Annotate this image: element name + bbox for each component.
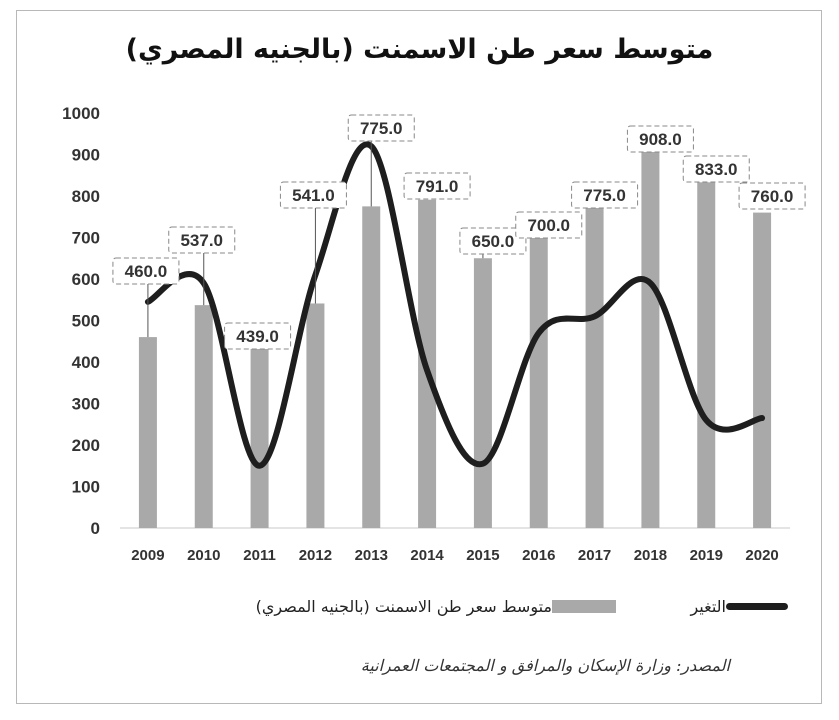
legend-swatch-line: [726, 603, 788, 610]
data-label: 537.0: [180, 231, 223, 250]
y-tick-label: 800: [72, 187, 100, 206]
y-tick-label: 1000: [62, 104, 100, 123]
data-label: 775.0: [360, 119, 403, 138]
bar-2011: [250, 345, 269, 528]
bar-2019: [697, 182, 716, 528]
data-label-box: [403, 172, 471, 200]
data-label-box: [112, 257, 180, 285]
bar-2012: [306, 303, 325, 528]
legend-label-bars: متوسط سعر طن الاسمنت (بالجنيه المصري): [255, 597, 552, 616]
data-label: 760.0: [751, 187, 794, 206]
x-tick-label: 2017: [578, 547, 611, 564]
legend-swatch-bars: [552, 600, 616, 613]
series-line-change: [144, 141, 766, 469]
x-tick-label: 2020: [745, 547, 778, 564]
y-tick-label: 700: [72, 229, 100, 248]
y-tick-label: 0: [91, 519, 100, 538]
data-label: 908.0: [639, 130, 682, 149]
bar-2010: [194, 305, 213, 528]
data-label: 833.0: [695, 160, 738, 179]
x-tick-label: 2014: [410, 547, 444, 564]
bar-2013: [362, 206, 381, 528]
x-tick-label: 2016: [522, 547, 555, 564]
data-label-box: [279, 181, 347, 209]
y-tick-label: 500: [72, 312, 100, 331]
x-tick-label: 2018: [634, 547, 667, 564]
data-label: 791.0: [416, 177, 459, 196]
data-label: 700.0: [527, 216, 570, 235]
data-label: 775.0: [583, 186, 626, 205]
source-note: المصدر: وزارة الإسكان والمرافق و المجتمع…: [360, 656, 730, 675]
data-label-box: [224, 322, 292, 350]
data-label-box: [682, 155, 750, 183]
y-tick-label: 100: [72, 478, 100, 497]
x-tick-label: 2010: [187, 547, 220, 564]
legend-label-line: التغير: [690, 597, 726, 616]
bar-2017: [585, 206, 604, 528]
bar-2020: [753, 212, 772, 528]
y-tick-label: 900: [72, 146, 100, 165]
x-tick-label: 2009: [131, 547, 164, 564]
y-tick-label: 200: [72, 436, 100, 455]
bar-2015: [473, 258, 492, 528]
x-tick-label: 2019: [690, 547, 723, 564]
x-tick-label: 2015: [466, 547, 499, 564]
bar-2018: [641, 151, 660, 528]
data-label: 541.0: [292, 186, 335, 205]
bar-2009: [138, 337, 157, 528]
x-tick-label: 2013: [355, 547, 388, 564]
data-label-box: [626, 125, 694, 153]
y-tick-label: 600: [72, 270, 100, 289]
data-label: 439.0: [236, 327, 279, 346]
data-label-box: [347, 114, 415, 142]
data-label-box: [515, 211, 583, 239]
x-tick-label: 2012: [299, 547, 332, 564]
data-label-box: [571, 181, 639, 209]
legend-item-bars: متوسط سعر طن الاسمنت (بالجنيه المصري): [208, 597, 628, 616]
data-label: 460.0: [125, 262, 168, 281]
bar-2016: [529, 237, 548, 528]
data-label-box: [168, 226, 236, 254]
y-tick-label: 400: [72, 353, 100, 372]
chart-title: متوسط سعر طن الاسمنت (بالجنيه المصري): [125, 34, 714, 65]
legend-item-line: التغير: [640, 597, 800, 616]
data-label-box: [738, 182, 806, 210]
y-tick-label: 300: [72, 395, 100, 414]
x-tick-label: 2011: [243, 547, 276, 564]
data-label-box: [459, 227, 527, 255]
data-label: 650.0: [472, 232, 515, 251]
